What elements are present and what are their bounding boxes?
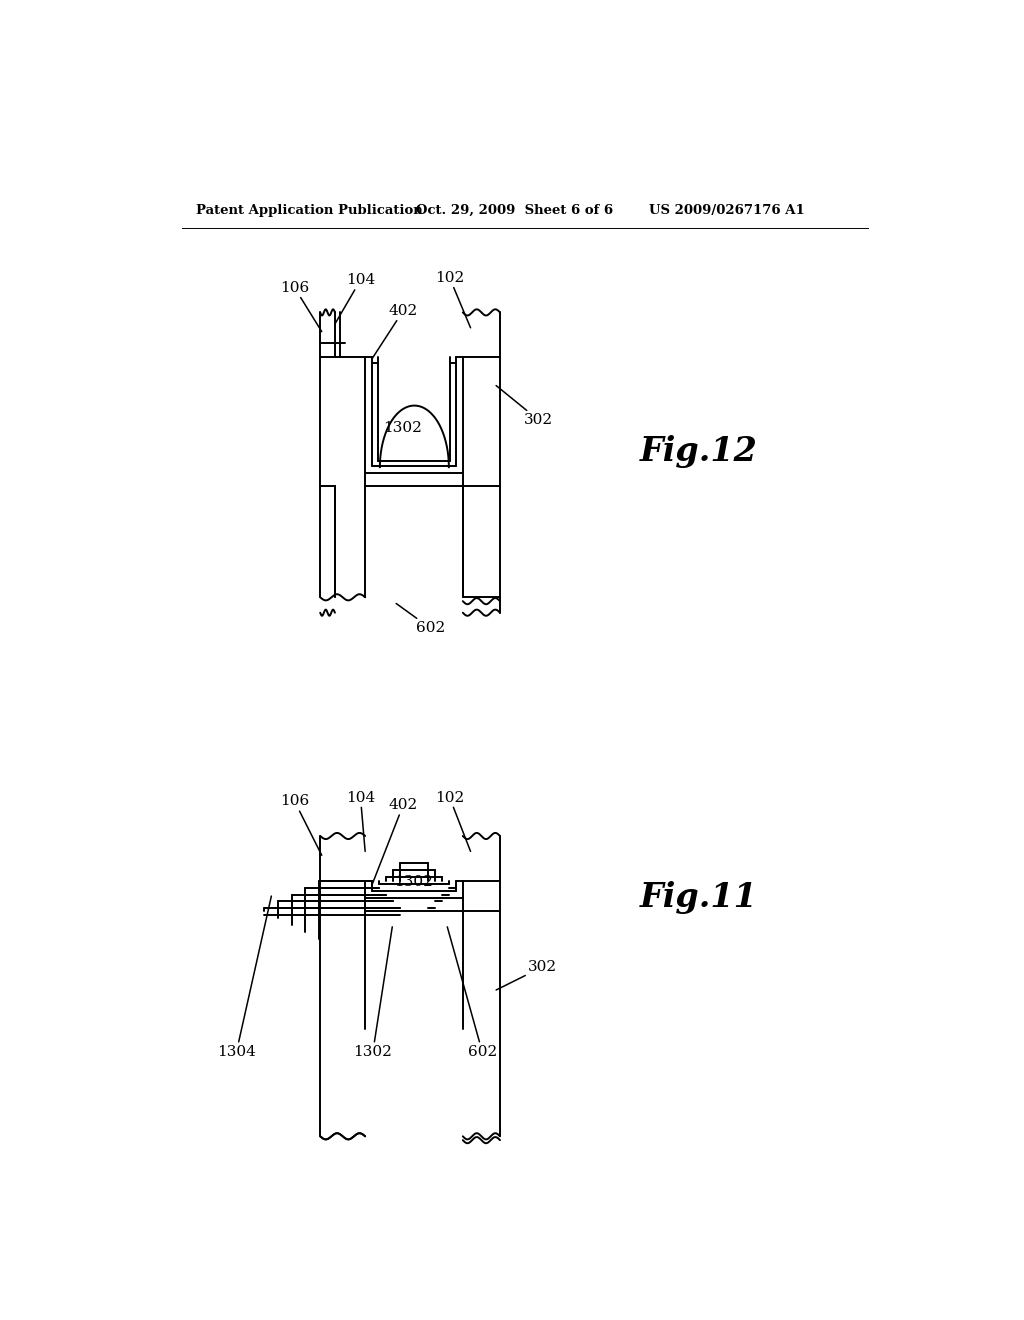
Text: 102: 102 [435, 791, 471, 851]
Text: 402: 402 [372, 304, 418, 359]
Text: 402: 402 [372, 799, 418, 884]
Text: US 2009/0267176 A1: US 2009/0267176 A1 [649, 205, 805, 218]
Text: 104: 104 [335, 273, 375, 323]
Text: 1302: 1302 [353, 927, 392, 1059]
Text: Fig.11: Fig.11 [640, 882, 758, 913]
Text: 104: 104 [346, 791, 375, 851]
Text: 106: 106 [280, 281, 322, 331]
Text: 102: 102 [435, 271, 471, 327]
Text: 106: 106 [280, 795, 322, 855]
Text: Patent Application Publication: Patent Application Publication [197, 205, 423, 218]
Text: 302: 302 [496, 385, 553, 428]
Text: 1302: 1302 [394, 875, 433, 890]
Text: 602: 602 [447, 927, 497, 1059]
Text: 1302: 1302 [383, 421, 422, 434]
Text: 302: 302 [496, 960, 557, 990]
Text: 602: 602 [396, 603, 444, 635]
Text: Fig.12: Fig.12 [640, 434, 758, 467]
Text: Oct. 29, 2009  Sheet 6 of 6: Oct. 29, 2009 Sheet 6 of 6 [417, 205, 613, 218]
Text: 1304: 1304 [217, 896, 271, 1059]
